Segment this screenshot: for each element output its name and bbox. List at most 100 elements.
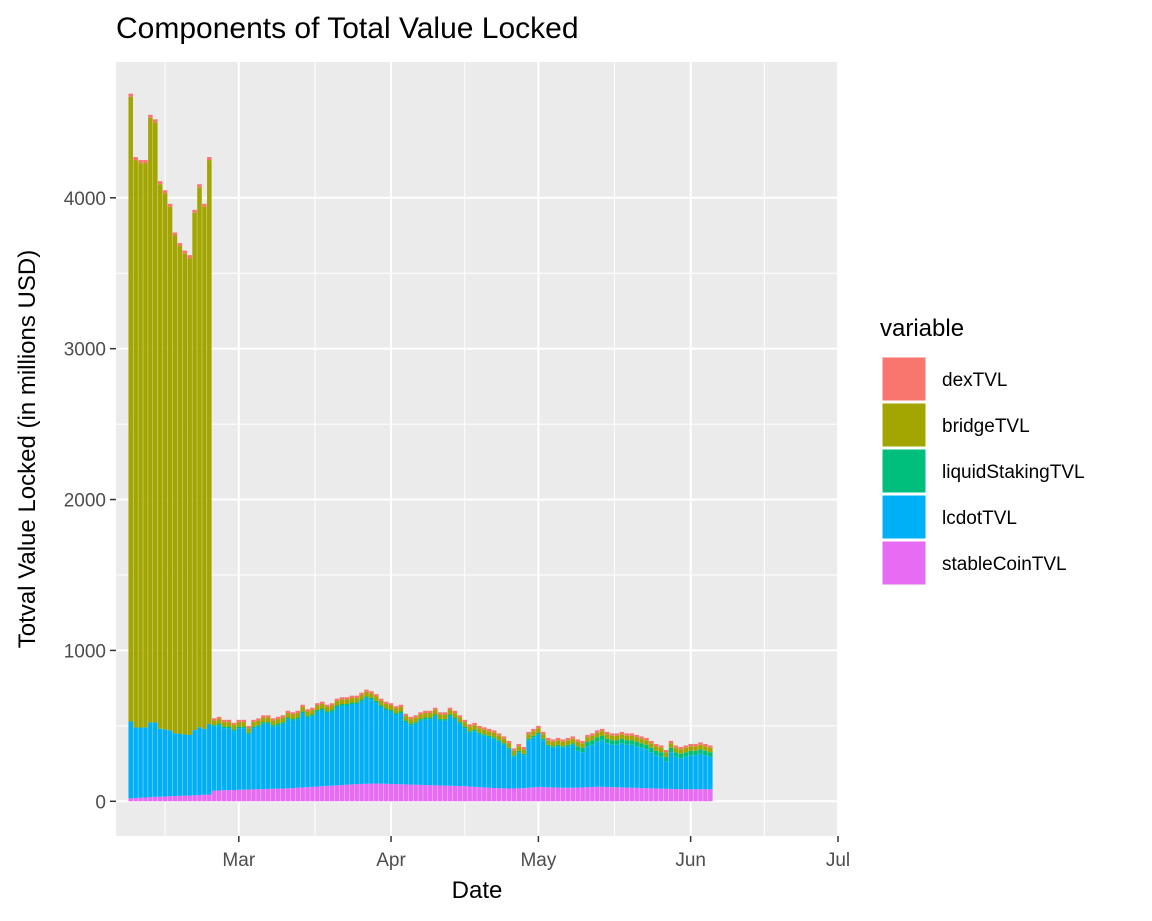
bar-segment-bridgeTVL xyxy=(290,714,296,720)
bar-segment-liquidStakingTVL xyxy=(280,722,286,724)
bar-segment-stableCoinTVL xyxy=(329,785,335,802)
bar-segment-liquidStakingTVL xyxy=(236,726,242,729)
bar-segment-dexTVL xyxy=(187,255,192,259)
bar-segment-lcdotTVL xyxy=(477,734,482,788)
bar-segment-stableCoinTVL xyxy=(423,785,428,802)
bar-segment-bridgeTVL xyxy=(658,747,664,753)
legend-label-liquidStakingTVL: liquidStakingTVL xyxy=(942,462,1085,483)
bar-segment-liquidStakingTVL xyxy=(550,746,556,748)
bar-segment-lcdotTVL xyxy=(359,700,364,784)
bar-segment-dexTVL xyxy=(192,209,197,213)
bar-segment-liquidStakingTVL xyxy=(491,737,497,739)
bar-segment-stableCoinTVL xyxy=(300,787,305,802)
bar-segment-bridgeTVL xyxy=(442,714,448,720)
y-axis-title: Totval Value Locked (in millions USD) xyxy=(14,250,41,648)
bar-segment-lcdotTVL xyxy=(418,720,423,785)
bar-segment-stableCoinTVL xyxy=(555,787,561,802)
legend: variable dexTVL bridgeTVL liquidStakingTVL… xyxy=(880,315,1085,586)
bar-segment-lcdotTVL xyxy=(148,722,153,798)
bar-segment-lcdotTVL xyxy=(678,758,684,790)
bar-segment-dexTVL xyxy=(678,746,684,750)
bar-segment-liquidStakingTVL xyxy=(211,725,217,727)
bar-segment-liquidStakingTVL xyxy=(226,726,232,729)
bar-segment-liquidStakingTVL xyxy=(683,752,689,757)
bar-segment-bridgeTVL xyxy=(300,707,305,712)
bar-segment-liquidStakingTVL xyxy=(315,710,320,712)
bar-segment-liquidStakingTVL xyxy=(275,723,281,726)
bar-segment-liquidStakingTVL xyxy=(320,708,325,711)
bar-segment-stableCoinTVL xyxy=(683,789,689,802)
bar-segment-lcdotTVL xyxy=(256,726,261,790)
bar-segment-lcdotTVL xyxy=(447,716,453,786)
bar-segment-stableCoinTVL xyxy=(280,788,286,802)
bar-segment-liquidStakingTVL xyxy=(595,737,600,742)
bar-segment-bridgeTVL xyxy=(221,722,227,727)
bar-segment-stableCoinTVL xyxy=(162,796,168,802)
bar-segment-dexTVL xyxy=(413,715,418,718)
bar-segment-lcdotTVL xyxy=(339,705,345,786)
bar-segment-bridgeTVL xyxy=(143,163,148,728)
bar-segment-bridgeTVL xyxy=(516,746,522,751)
bar-segment-lcdotTVL xyxy=(565,746,571,788)
bar-segment-lcdotTVL xyxy=(658,756,664,789)
bar-segment-stableCoinTVL xyxy=(668,788,674,802)
bar-segment-stableCoinTVL xyxy=(211,790,217,802)
bar-segment-bridgeTVL xyxy=(663,752,669,757)
bar-segment-stableCoinTVL xyxy=(315,786,320,802)
bar-segment-liquidStakingTVL xyxy=(432,714,438,717)
bar-segment-bridgeTVL xyxy=(295,713,300,718)
bar-segment-liquidStakingTVL xyxy=(349,702,355,704)
bar-segment-liquidStakingTVL xyxy=(305,716,310,718)
bar-segment-dexTVL xyxy=(339,697,345,700)
bar-segment-lcdotTVL xyxy=(550,747,556,788)
bar-segment-lcdotTVL xyxy=(241,728,246,790)
bar-segment-lcdotTVL xyxy=(590,744,595,787)
bar-segment-liquidStakingTVL xyxy=(536,732,541,735)
bar-segment-lcdotTVL xyxy=(265,723,271,789)
bar-segment-stableCoinTVL xyxy=(359,783,364,802)
bar-segment-liquidStakingTVL xyxy=(703,750,708,756)
bar-segment-dexTVL xyxy=(663,750,669,753)
bar-segment-liquidStakingTVL xyxy=(516,750,522,753)
bar-segment-bridgeTVL xyxy=(654,746,659,751)
bar-segment-lcdotTVL xyxy=(290,720,296,789)
bar-segment-liquidStakingTVL xyxy=(604,738,610,744)
legend-key-lcdotTVL xyxy=(881,494,927,540)
bar-segment-dexTVL xyxy=(418,712,423,715)
bar-segment-dexTVL xyxy=(324,704,330,707)
bar-segment-liquidStakingTVL xyxy=(634,741,639,747)
bar-segment-stableCoinTVL xyxy=(639,788,644,802)
bar-segment-lcdotTVL xyxy=(688,755,693,790)
bar-segment-liquidStakingTVL xyxy=(624,740,630,745)
bar-segment-dexTVL xyxy=(531,728,536,732)
bar-segment-stableCoinTVL xyxy=(393,784,399,802)
legend-label-stableCoinTVL: stableCoinTVL xyxy=(942,554,1067,575)
bar-segment-stableCoinTVL xyxy=(177,795,183,802)
bar-segment-stableCoinTVL xyxy=(246,789,251,802)
bar-segment-bridgeTVL xyxy=(467,726,472,732)
bar-segment-liquidStakingTVL xyxy=(565,744,571,747)
bar-segment-dexTVL xyxy=(560,739,566,742)
bar-segment-lcdotTVL xyxy=(236,728,242,790)
bar-segment-lcdotTVL xyxy=(221,728,227,791)
grid-minor xyxy=(116,62,838,836)
bar-segment-stableCoinTVL xyxy=(644,788,649,802)
bar-segment-lcdotTVL xyxy=(467,732,472,787)
bar-segment-bridgeTVL xyxy=(491,732,497,738)
bar-segment-lcdotTVL xyxy=(423,719,428,786)
x-tick-label: Jul xyxy=(826,850,850,871)
bar-segment-bridgeTVL xyxy=(688,746,693,751)
bar-segment-stableCoinTVL xyxy=(698,789,703,802)
bar-segment-lcdotTVL xyxy=(521,755,526,789)
bar-segment-liquidStakingTVL xyxy=(300,711,305,714)
bar-segment-dexTVL xyxy=(654,743,659,747)
bar-segment-liquidStakingTVL xyxy=(585,741,590,747)
bar-segment-lcdotTVL xyxy=(143,727,148,798)
bar-segment-stableCoinTVL xyxy=(452,785,458,802)
bar-segment-lcdotTVL xyxy=(153,722,158,797)
bar-segment-liquidStakingTVL xyxy=(482,734,487,736)
bar-segment-lcdotTVL xyxy=(172,733,178,797)
bar-segment-dexTVL xyxy=(261,715,266,718)
bar-segment-stableCoinTVL xyxy=(374,783,379,802)
bar-segment-bridgeTVL xyxy=(354,697,359,703)
